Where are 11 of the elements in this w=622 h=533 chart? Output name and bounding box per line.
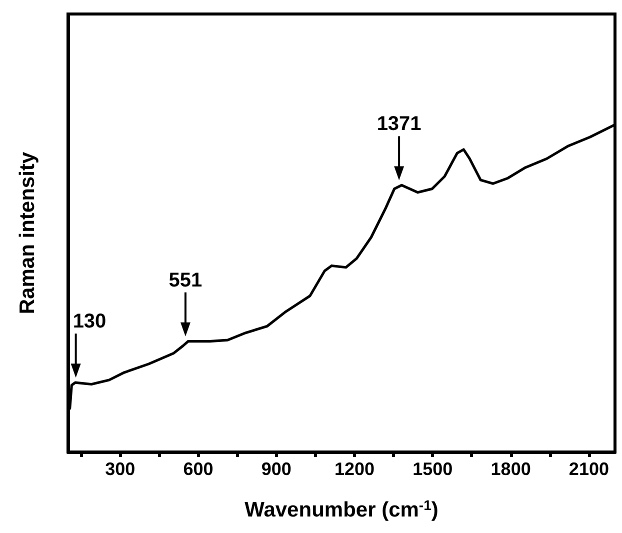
x-tick-label: 2100 [568, 459, 609, 479]
x-tick-label: 900 [261, 459, 292, 479]
x-tick-label: 300 [105, 459, 136, 479]
annotation: 130 [72, 310, 106, 333]
annotation: 551 [168, 269, 202, 292]
x-tick-label: 1800 [490, 459, 531, 479]
y-axis-title: Raman intensity [16, 152, 39, 314]
x-tick-label: 1500 [412, 459, 453, 479]
x-tick-label: 1200 [334, 459, 375, 479]
x-tick-label: 600 [183, 459, 214, 479]
annotation: 1371 [376, 113, 422, 136]
